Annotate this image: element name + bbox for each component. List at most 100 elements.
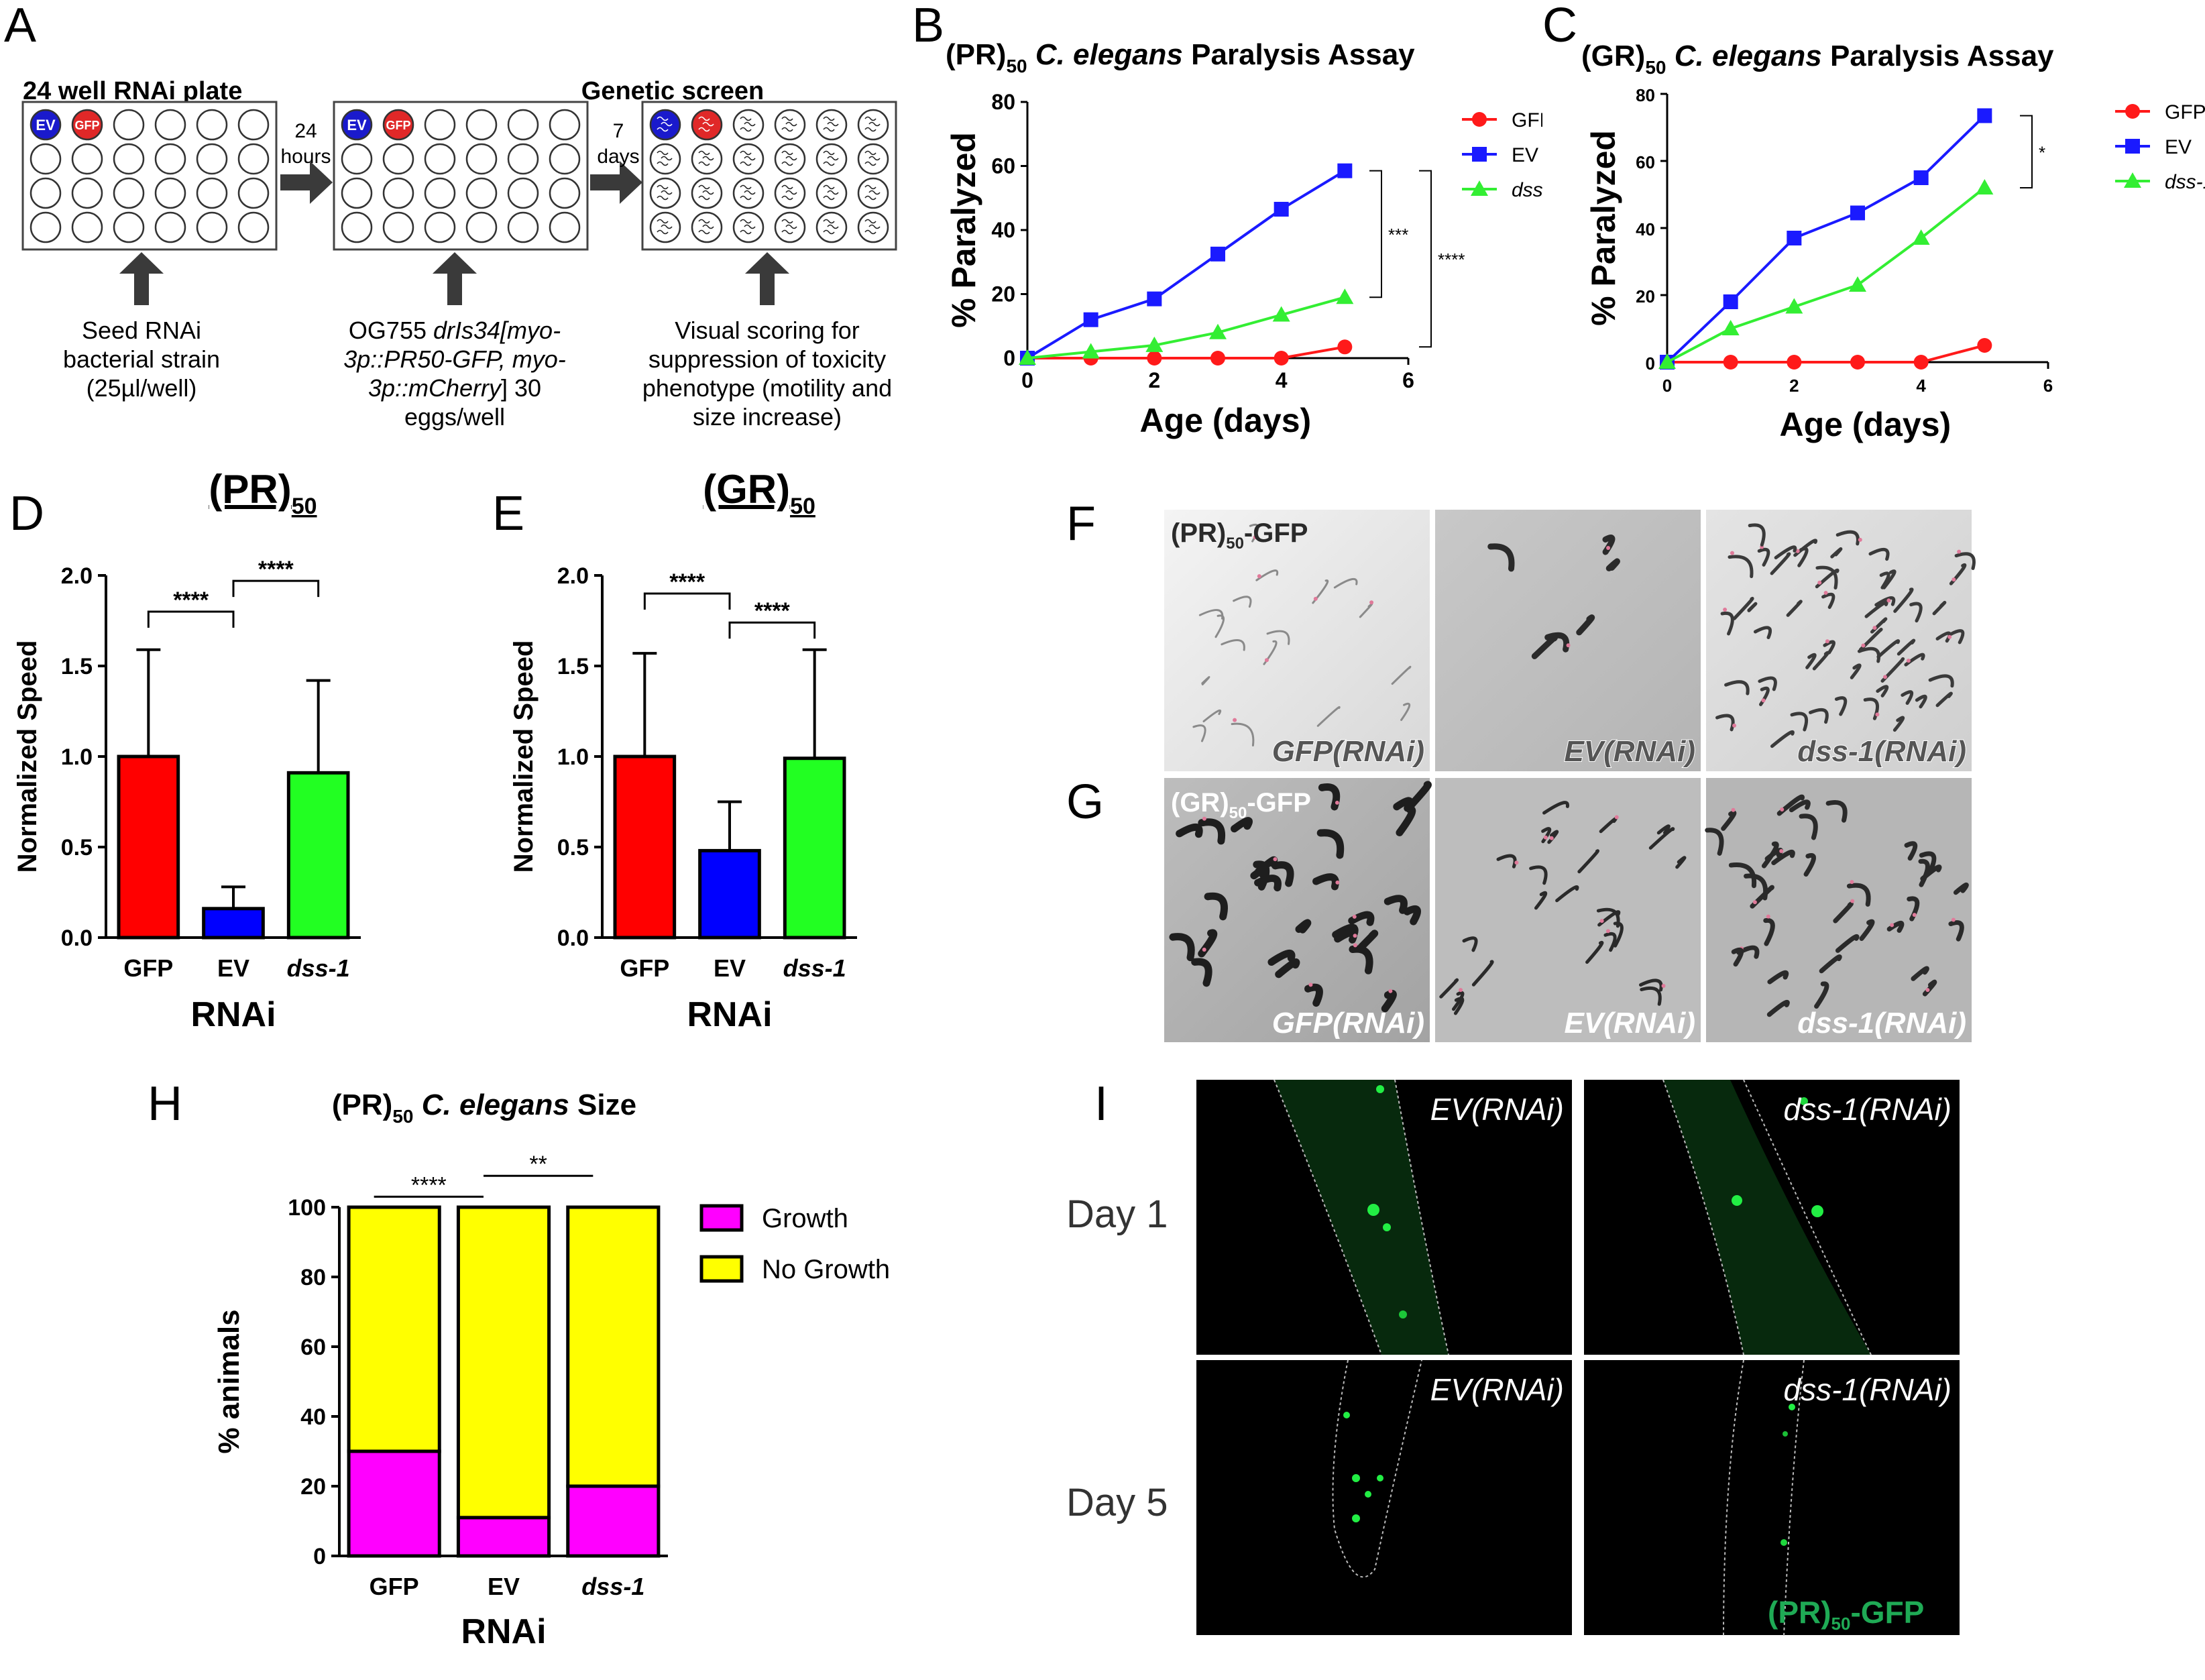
worm — [1176, 823, 1203, 838]
tracking-marker — [1253, 535, 1257, 540]
gfp-puncta — [1732, 1195, 1742, 1206]
sig-label: **** — [411, 1172, 447, 1198]
series-line-EV — [1666, 115, 1986, 363]
tracking-marker — [1731, 807, 1736, 812]
plate-well — [341, 143, 373, 175]
worm — [1605, 558, 1620, 571]
bar-EV — [698, 848, 761, 940]
tracking-marker — [1825, 639, 1829, 644]
plate-frame — [333, 101, 589, 251]
plate-well — [507, 143, 539, 175]
worm — [1534, 891, 1548, 910]
sig-bracket — [147, 610, 235, 628]
gfp-puncta — [1399, 1310, 1407, 1319]
f-caption-ev: EV(RNAi) — [1564, 735, 1695, 768]
panel-letter-f: F — [1066, 497, 1096, 551]
tracking-marker — [1202, 948, 1206, 952]
plate-well — [71, 143, 103, 175]
worm — [1724, 680, 1750, 695]
panel-b: B (PR)50 C. elegans Paralysis Assay 0204… — [912, 0, 1542, 439]
worm — [1879, 571, 1890, 590]
gfp-puncta — [1343, 1412, 1350, 1418]
panel-letter-d: D — [9, 487, 44, 541]
worm — [1316, 706, 1341, 727]
worm-squiggle — [864, 150, 877, 156]
gfp-puncta — [1383, 1223, 1391, 1231]
x-tick-label: GFP — [370, 1573, 419, 1600]
gfp-puncta — [1783, 1431, 1788, 1437]
worm — [1744, 873, 1768, 901]
worm-squiggle — [702, 121, 714, 127]
plate-well — [113, 109, 145, 141]
legend-label: Growth — [762, 1204, 848, 1233]
tracking-marker — [1952, 577, 1956, 582]
y-tick-label: 40 — [991, 218, 1015, 242]
legend-swatch — [699, 1204, 744, 1232]
panel-i: I Day 1 Day 5 EV(RNAi) dss-1(RNAi) EV(RN… — [1066, 1077, 1960, 1637]
worm-squiggle — [864, 161, 877, 166]
worm-squiggle — [657, 127, 669, 132]
y-tick-label: 60 — [300, 1335, 326, 1360]
worm — [1191, 958, 1212, 987]
svg-text:Visual scoring for: Visual scoring for — [675, 317, 859, 344]
legend-label: GFP — [2165, 101, 2205, 123]
tracking-marker — [1730, 551, 1734, 555]
marker-GFP — [1147, 351, 1162, 366]
plate-well — [774, 109, 806, 141]
marker-EV — [1337, 163, 1353, 178]
series-line-dss-1 — [1027, 296, 1345, 359]
y-tick-label: 2.0 — [61, 563, 93, 589]
tracking-marker — [1353, 934, 1357, 938]
marker-dss-1 — [1721, 320, 1740, 335]
y-tick-label: 0.0 — [61, 926, 93, 951]
plate-well — [382, 109, 414, 141]
worm — [1876, 685, 1889, 697]
x-tick-label: GFP — [123, 954, 173, 982]
worm — [1275, 958, 1300, 978]
tracking-marker — [1882, 675, 1887, 679]
worm-drawings — [1169, 523, 1976, 1017]
plate-well — [857, 109, 889, 141]
marker-GFP — [1274, 351, 1289, 366]
tracking-marker — [1661, 983, 1666, 988]
worm-squiggle — [827, 224, 839, 229]
legend-label: dss-1 — [2165, 171, 2205, 193]
plate-well — [649, 177, 681, 209]
worm-squiggle — [702, 156, 714, 161]
worm — [1403, 905, 1421, 926]
f-caption-gfp: GFP(RNAi) — [1272, 735, 1424, 768]
worm-squiggle — [781, 219, 793, 224]
tracking-marker — [1605, 929, 1610, 934]
worm — [1555, 885, 1579, 903]
worm-outline — [1394, 1079, 1449, 1355]
worm-squiggle — [781, 150, 793, 156]
plate-well — [237, 211, 270, 243]
gfp-puncta — [1811, 1205, 1823, 1217]
worm — [1266, 630, 1290, 645]
worm — [1850, 663, 1862, 679]
tracking-marker — [1514, 860, 1519, 865]
worm — [1932, 600, 1947, 616]
worm-outline — [1723, 1359, 1744, 1637]
gfp-diffuse — [1663, 1080, 1871, 1355]
plate-well — [71, 177, 103, 209]
g-construct-label: (GR)50-GFP — [1171, 788, 1311, 822]
sig-bracket — [728, 621, 816, 639]
worm-squiggle — [698, 127, 710, 132]
worm — [1393, 797, 1414, 812]
worm — [1675, 856, 1687, 869]
worm — [1613, 921, 1624, 948]
worm-squiggle — [785, 224, 797, 229]
plate-well — [382, 143, 414, 175]
tracking-marker — [1459, 988, 1463, 993]
gfp-puncta — [1367, 1204, 1379, 1216]
plate1-title: 24 well RNAi plate — [23, 77, 242, 105]
plate-well — [691, 211, 723, 243]
plate-well — [341, 211, 373, 243]
worm — [1400, 702, 1411, 722]
plate-well — [113, 211, 145, 243]
chart-d: 0.0 0.5 1.0 1.5 2.0 GFP EV dss-1 RNAi Normalized … — [13, 557, 361, 1034]
series-line-dss-1 — [1666, 186, 1986, 363]
row-label-day5: Day 5 — [1066, 1481, 1168, 1524]
